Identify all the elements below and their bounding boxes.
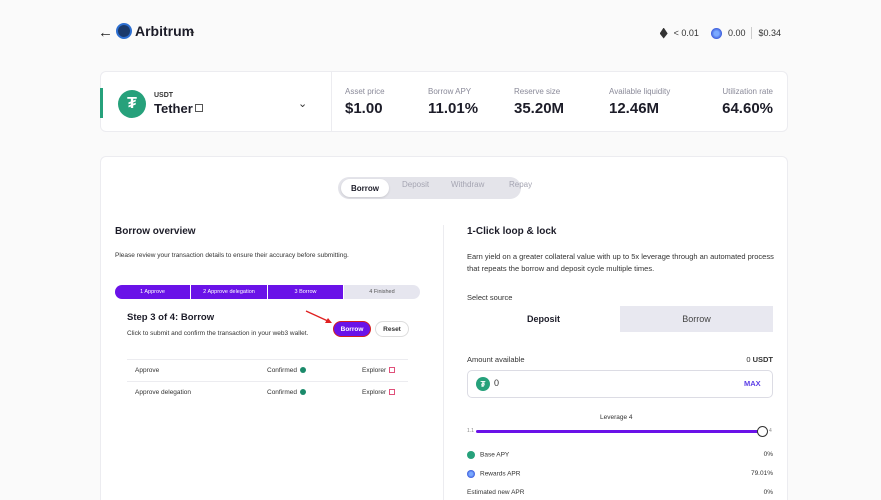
stat-value: 64.60% [722,100,773,117]
tx-row-name: Approve [135,367,160,374]
leverage-max: 4 [769,428,772,434]
stat-borrow-apy: Borrow APY 11.01% [428,87,478,117]
back-arrow-icon[interactable]: ← [98,24,113,41]
tab-borrow[interactable]: Borrow [341,179,389,197]
stat-value: 35.20M [514,100,565,117]
info-label: Base APY [480,451,510,459]
asset-dropdown-chevron-icon[interactable]: ⌄ [298,98,308,110]
usd-balance: $0.34 [758,28,781,38]
stat-available-liquidity: Available liquidity 12.46M [609,87,670,117]
tether-icon [467,451,475,459]
network-name[interactable]: Arbitrum [135,23,195,39]
info-row-base-apy: Base APY [467,451,509,459]
chevron-down-icon[interactable]: ⌄ [188,26,197,37]
tether-logo-icon: ₮ [118,90,146,118]
tx-row-status: Confirmed [267,389,306,396]
source-option-borrow[interactable]: Borrow [620,306,773,332]
leverage-min: 1.1 [467,428,474,434]
amount-input[interactable] [494,378,694,388]
source-option-deposit[interactable]: Deposit [467,306,620,332]
amount-available: 0 USDT [746,355,773,364]
stat-value: 11.01% [428,100,479,117]
source-label: Select source [467,293,513,302]
stat-utilization-rate: Utilization rate 64.60% [722,87,773,117]
divider [331,72,332,131]
divider [127,381,408,382]
stat-label: Utilization rate [722,87,773,96]
stat-label: Borrow APY [428,87,472,96]
stat-value: $1.00 [345,100,383,117]
info-value: 0% [763,489,773,496]
stat-asset-price: Asset price $1.00 [345,87,385,117]
amount-label: Amount available [467,355,525,364]
external-link-icon [389,389,396,396]
stat-reserve-size: Reserve size 35.20M [514,87,564,117]
step-description: Click to submit and confirm the transact… [127,330,309,337]
asset-name[interactable]: Tether [154,101,193,116]
step-2: 2 Approve delegation [191,285,268,299]
explorer-link[interactable]: Explorer [362,367,396,374]
external-link-icon[interactable] [195,104,203,112]
tab-withdraw[interactable]: Withdraw [451,180,485,189]
explorer-link[interactable]: Explorer [362,389,396,396]
loop-description: Earn yield on a greater collateral value… [467,252,774,273]
leverage-slider-thumb[interactable] [757,426,768,437]
step-4: 4 Finished [344,285,420,299]
explorer-label: Explorer [362,389,387,396]
token-icon [710,27,722,39]
info-row-estimated-apr: Estimated new APR [467,489,525,496]
step-title: Step 3 of 4: Borrow [127,312,215,323]
confirmed-dot-icon [299,367,306,374]
wallet-balances: < 0.01 0.00 $0.34 [659,27,781,39]
overview-title: Borrow overview [115,226,196,237]
asset-accent-bar [100,88,103,118]
tx-row-status: Confirmed [267,367,306,374]
overview-description: Please review your transaction details t… [115,252,349,259]
tx-row-name: Approve delegation [135,389,192,396]
step-1: 1 Approve [115,285,191,299]
stat-label: Reserve size [514,87,561,96]
divider [751,27,753,39]
rewards-icon [467,470,475,478]
annotation-arrow-icon [305,310,332,323]
max-button[interactable]: MAX [744,379,761,388]
leverage-slider-track[interactable] [476,430,763,433]
status-text: Confirmed [267,367,297,374]
amount-value: 0 [746,355,751,364]
confirmed-dot-icon [299,389,306,396]
reset-button[interactable]: Reset [375,321,409,337]
loop-title: 1-Click loop & lock [467,226,557,237]
arbitrum-logo-icon [116,23,132,39]
info-row-rewards-apr: Rewards APR [467,470,520,478]
divider [127,359,408,360]
explorer-label: Explorer [362,367,387,374]
status-text: Confirmed [267,389,297,396]
borrow-button[interactable]: Borrow [333,321,371,337]
asset-card [100,71,788,132]
eth-balance: < 0.01 [673,28,699,38]
external-link-icon [389,367,396,374]
leverage-label: Leverage 4 [600,414,633,421]
stat-value: 12.46M [609,100,660,117]
step-3: 3 Borrow [268,285,344,299]
tether-icon: ₮ [476,377,490,391]
asset-symbol: USDT [154,92,174,99]
stat-label: Asset price [345,87,385,96]
column-divider [443,225,444,500]
info-label: Rewards APR [480,470,521,478]
info-value: 79.01% [750,470,773,477]
tab-deposit[interactable]: Deposit [402,180,430,189]
step-progress: 1 Approve 2 Approve delegation 3 Borrow … [115,285,420,299]
amount-unit: USDT [752,355,773,364]
info-value: 0% [763,451,773,458]
eth-icon [659,27,668,39]
token-balance: 0.00 [727,28,746,38]
tab-repay[interactable]: Repay [509,180,533,189]
stat-label: Available liquidity [609,87,671,96]
